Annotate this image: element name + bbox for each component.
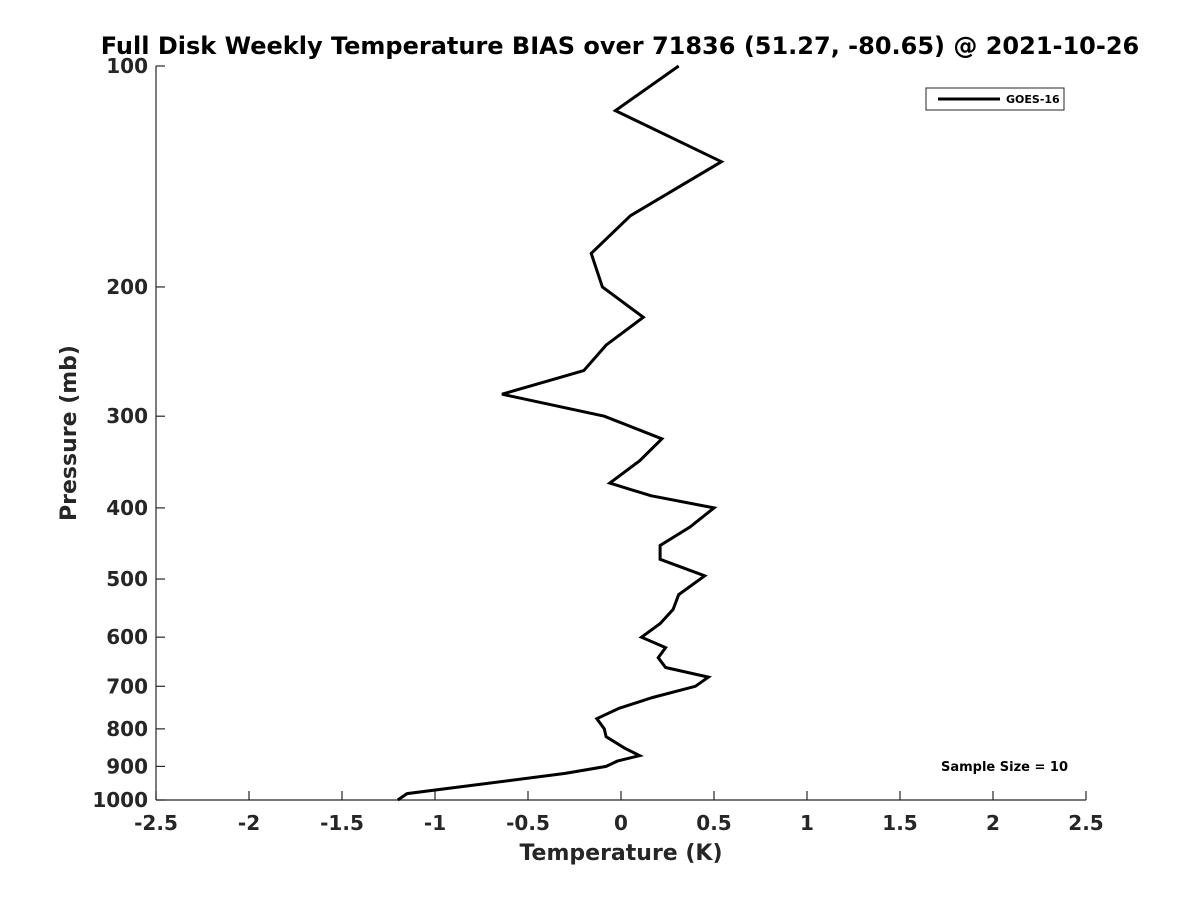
chart-title: Full Disk Weekly Temperature BIAS over 7… xyxy=(101,32,1140,60)
y-tick-label: 1000 xyxy=(92,788,148,812)
series-line-goes-16 xyxy=(396,64,725,802)
y-tick-label: 900 xyxy=(106,754,148,778)
x-tick-label: 2 xyxy=(986,811,1000,835)
plot-area xyxy=(155,66,1086,801)
y-tick-label: 700 xyxy=(106,674,148,698)
y-axis-label: Pressure (mb) xyxy=(57,345,82,521)
series-layer xyxy=(396,64,725,802)
y-axis-ticks: 100 200 300 400 500 600 700 800 900 1000 xyxy=(92,54,165,812)
x-tick-label: 0.5 xyxy=(696,811,731,835)
x-tick-label: -1 xyxy=(424,811,446,835)
legend-label: GOES-16 xyxy=(1006,93,1060,106)
x-tick-label: -0.5 xyxy=(506,811,550,835)
legend: GOES-16 xyxy=(925,87,1065,111)
x-tick-label: 1.5 xyxy=(882,811,917,835)
x-tick-label: -2.5 xyxy=(134,811,178,835)
y-tick-label: 400 xyxy=(106,496,148,520)
x-axis-ticks: -2.5 -2 -1.5 -1 -0.5 0 0.5 1 1.5 2 2.5 xyxy=(134,791,1104,835)
x-tick-label: 0 xyxy=(614,811,628,835)
x-tick-label: -1.5 xyxy=(320,811,364,835)
y-tick-label: 500 xyxy=(106,567,148,591)
y-tick-label: 800 xyxy=(106,717,148,741)
y-tick-label: 200 xyxy=(106,275,148,299)
sample-size-annotation: Sample Size = 10 xyxy=(941,760,1068,775)
y-tick-label: 300 xyxy=(106,404,148,428)
y-tick-label: 600 xyxy=(106,625,148,649)
x-tick-label: 2.5 xyxy=(1068,811,1103,835)
x-tick-label: -2 xyxy=(238,811,260,835)
x-tick-label: 1 xyxy=(800,811,814,835)
x-axis-label: Temperature (K) xyxy=(519,841,722,866)
y-tick-label: 100 xyxy=(106,54,148,78)
